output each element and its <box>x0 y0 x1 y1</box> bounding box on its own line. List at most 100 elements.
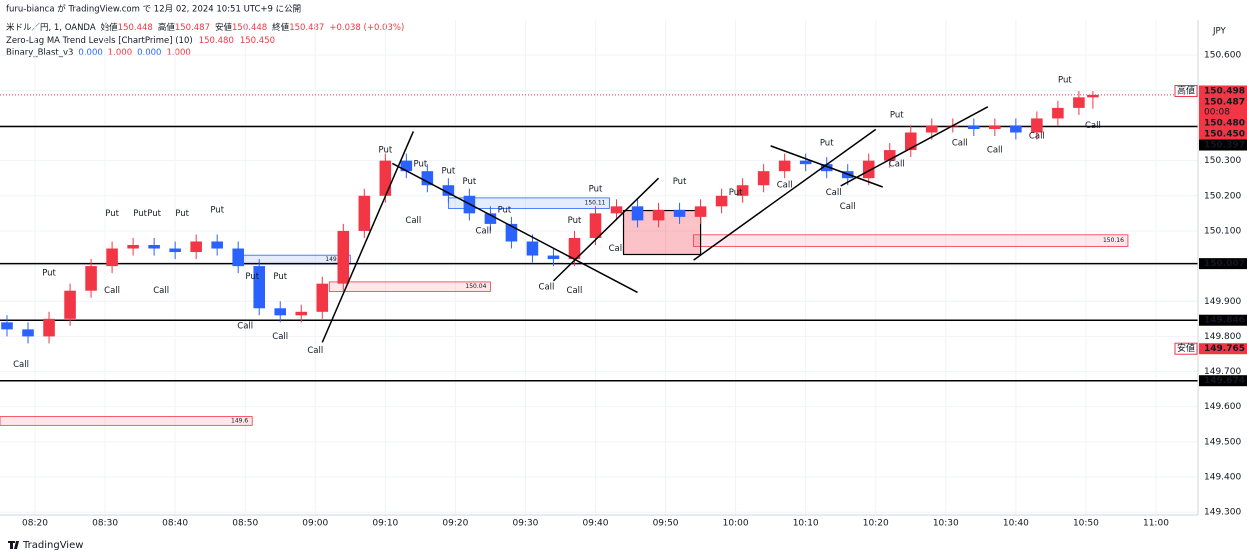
candle-body <box>1052 107 1064 119</box>
zone <box>693 234 1129 247</box>
oscillator-value: 0.000 <box>78 48 102 58</box>
y-tick-label: 149.900 <box>1204 297 1241 307</box>
candle-body <box>968 125 980 129</box>
x-tick-label: 08:50 <box>232 519 258 529</box>
candle-body <box>862 160 875 179</box>
y-tick-label: 149.600 <box>1204 402 1241 412</box>
price-tag-name: 高値 <box>1177 85 1195 97</box>
candle-body <box>22 329 34 337</box>
price-tag-label: 149.846 <box>1204 316 1245 326</box>
price-tag <box>1199 258 1247 270</box>
candle-body <box>820 164 833 172</box>
x-tick-label: 10:50 <box>1073 519 1099 529</box>
signal-label: Put <box>890 110 904 120</box>
y-tick-label: 149.700 <box>1204 367 1241 377</box>
candle-body <box>421 171 434 186</box>
signal-label: Put <box>175 209 189 219</box>
change: +0.038 (+0.03%) <box>329 23 404 33</box>
candle-body <box>652 209 665 221</box>
price-tag-name-box <box>1174 342 1198 355</box>
x-tick-label: 10:30 <box>933 519 959 529</box>
indicator-value: 150.450 <box>240 36 275 46</box>
signal-label: Call <box>272 332 288 342</box>
price-tag-label: 150.397 <box>1204 141 1245 151</box>
signal-label: Call <box>952 139 968 149</box>
candle-body <box>400 160 413 172</box>
candle-body <box>232 248 244 267</box>
candle-body <box>1031 118 1043 133</box>
signal-label: Put <box>413 160 427 170</box>
candle-body <box>316 283 329 312</box>
signal-label: Call <box>1085 121 1101 131</box>
x-tick-label: 09:50 <box>653 519 679 529</box>
price-tag-name-box <box>1174 85 1198 98</box>
price-tag <box>1199 96 1247 118</box>
axes: 150.600150.500150.400150.300150.200150.1… <box>22 51 1247 529</box>
candle-body <box>127 245 139 249</box>
y-tick-label: 150.600 <box>1204 51 1241 61</box>
ohlc-value: 150.487 <box>175 23 210 33</box>
candle-body <box>1 322 13 330</box>
legend-line: Binary_Blast_v3 0.000 1.000 0.000 1.000 <box>6 48 191 58</box>
price-tag <box>1199 128 1247 140</box>
price-tag <box>1199 139 1247 151</box>
candle-body <box>484 213 497 224</box>
candle-body <box>295 311 308 316</box>
signal-label: Put <box>245 272 259 282</box>
candle-body <box>169 248 181 253</box>
x-tick-label: 08:40 <box>162 519 188 529</box>
candle-body <box>337 230 350 284</box>
candle-body <box>736 185 749 196</box>
candle-body <box>274 308 287 316</box>
publish-header: furu-bianca が TradingView.com で 12月 02, … <box>6 4 301 15</box>
candle-body <box>568 237 581 260</box>
x-tick-label: 10:20 <box>863 519 889 529</box>
signal-label: Put <box>498 205 512 215</box>
ohlc-label: 安値 <box>215 22 233 33</box>
legend-line: Zero-Lag MA Trend Levels [ChartPrime] (1… <box>6 36 275 46</box>
signal-label: Put <box>442 167 456 177</box>
x-tick-label: 08:20 <box>22 519 48 529</box>
signal-label: Call <box>153 286 169 296</box>
candle-body <box>694 206 707 217</box>
zone-label: 149.95 <box>325 256 346 263</box>
x-tick-label: 09:00 <box>302 519 328 529</box>
y-tick-label: 149.400 <box>1204 473 1241 483</box>
trendline <box>693 128 877 261</box>
price-tag-label: 149.674 <box>1204 376 1245 386</box>
oscillator-value: 0.000 <box>137 48 161 58</box>
x-tick-label: 09:30 <box>512 519 538 529</box>
candle-body <box>85 266 97 291</box>
ohlc-label: 終値 <box>272 22 290 33</box>
trendline <box>840 106 989 187</box>
price-tag <box>1199 343 1247 355</box>
price-tag-name: 安値 <box>1177 342 1195 354</box>
ohlc-value: 150.448 <box>118 23 153 33</box>
signal-label: Call <box>889 160 905 170</box>
candle-body <box>43 318 55 337</box>
signal-label: Call <box>1029 132 1045 142</box>
y-tick-label: 149.800 <box>1204 332 1241 342</box>
candle-body <box>148 245 160 249</box>
price-tag <box>1199 117 1247 129</box>
y-tick-label: 149.300 <box>1204 508 1241 518</box>
price-tag-label: 150.480 <box>1204 119 1245 129</box>
candle-body <box>526 241 539 256</box>
price-tag-label: 150.007 <box>1204 259 1245 269</box>
price-tag-label: 149.765 <box>1204 344 1245 354</box>
signal-label: Call <box>475 226 491 236</box>
x-tick-label: 09:40 <box>583 519 609 529</box>
candle-body <box>904 132 917 151</box>
oscillator-value: 1.000 <box>108 48 132 58</box>
signal-label: Put <box>105 209 119 219</box>
price-tag <box>1199 314 1247 326</box>
zone-label: 149.6 <box>231 417 248 424</box>
legend: 米ドル／円, 1, OANDA 始値150.448 高値150.487 安値150.4… <box>6 22 404 58</box>
candle-body <box>211 241 223 249</box>
signal-label: Call <box>539 283 555 293</box>
signal-label: Put <box>42 269 56 279</box>
y-tick-label: 149.500 <box>1204 437 1241 447</box>
ohlc-value: 150.448 <box>232 23 267 33</box>
